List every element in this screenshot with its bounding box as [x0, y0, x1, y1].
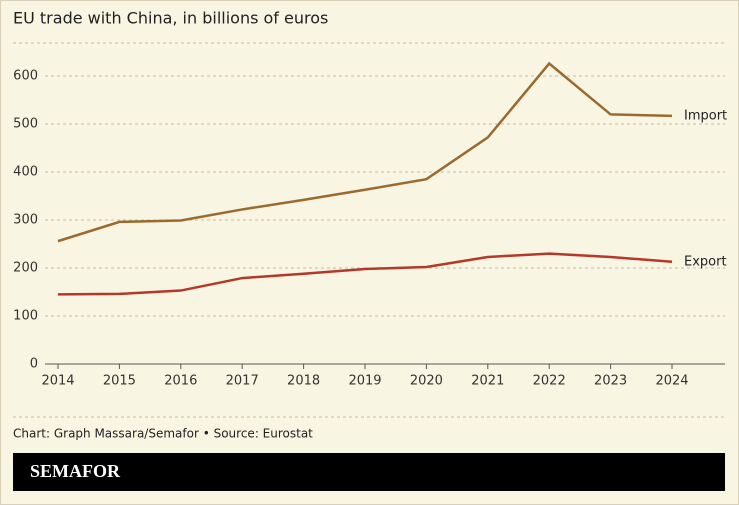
- x-tick-label: 2021: [471, 374, 504, 389]
- series-line: [57, 61, 673, 243]
- series-line: [57, 252, 673, 296]
- x-tick-label: 2020: [410, 374, 443, 389]
- x-tick-label: 2023: [594, 374, 627, 389]
- y-tick-label: 0: [30, 357, 38, 372]
- x-tick-label: 2014: [41, 374, 74, 389]
- x-tick-label: 2016: [164, 374, 197, 389]
- x-tick-label: 2018: [287, 374, 320, 389]
- y-tick-label: 400: [13, 165, 38, 180]
- x-tick-label: 2022: [533, 374, 566, 389]
- x-tick-label: 2015: [103, 374, 136, 389]
- y-tick-label: 600: [13, 69, 38, 84]
- series-label: Export: [684, 254, 727, 269]
- brand: SEMAFOR: [30, 461, 121, 481]
- x-tick-label: 2024: [655, 374, 688, 389]
- brand-bar: [13, 453, 725, 491]
- y-tick-label: 200: [13, 261, 38, 276]
- chart-title: EU trade with China, in billions of euro…: [13, 9, 328, 28]
- x-tick-label: 2019: [348, 374, 381, 389]
- series-label: Import: [684, 108, 727, 123]
- y-tick-label: 300: [13, 213, 38, 228]
- source-note: Chart: Graph Massara/Semafor • Source: E…: [13, 427, 313, 441]
- y-tick-label: 100: [13, 309, 38, 324]
- x-tick-label: 2017: [226, 374, 259, 389]
- y-tick-label: 500: [13, 117, 38, 132]
